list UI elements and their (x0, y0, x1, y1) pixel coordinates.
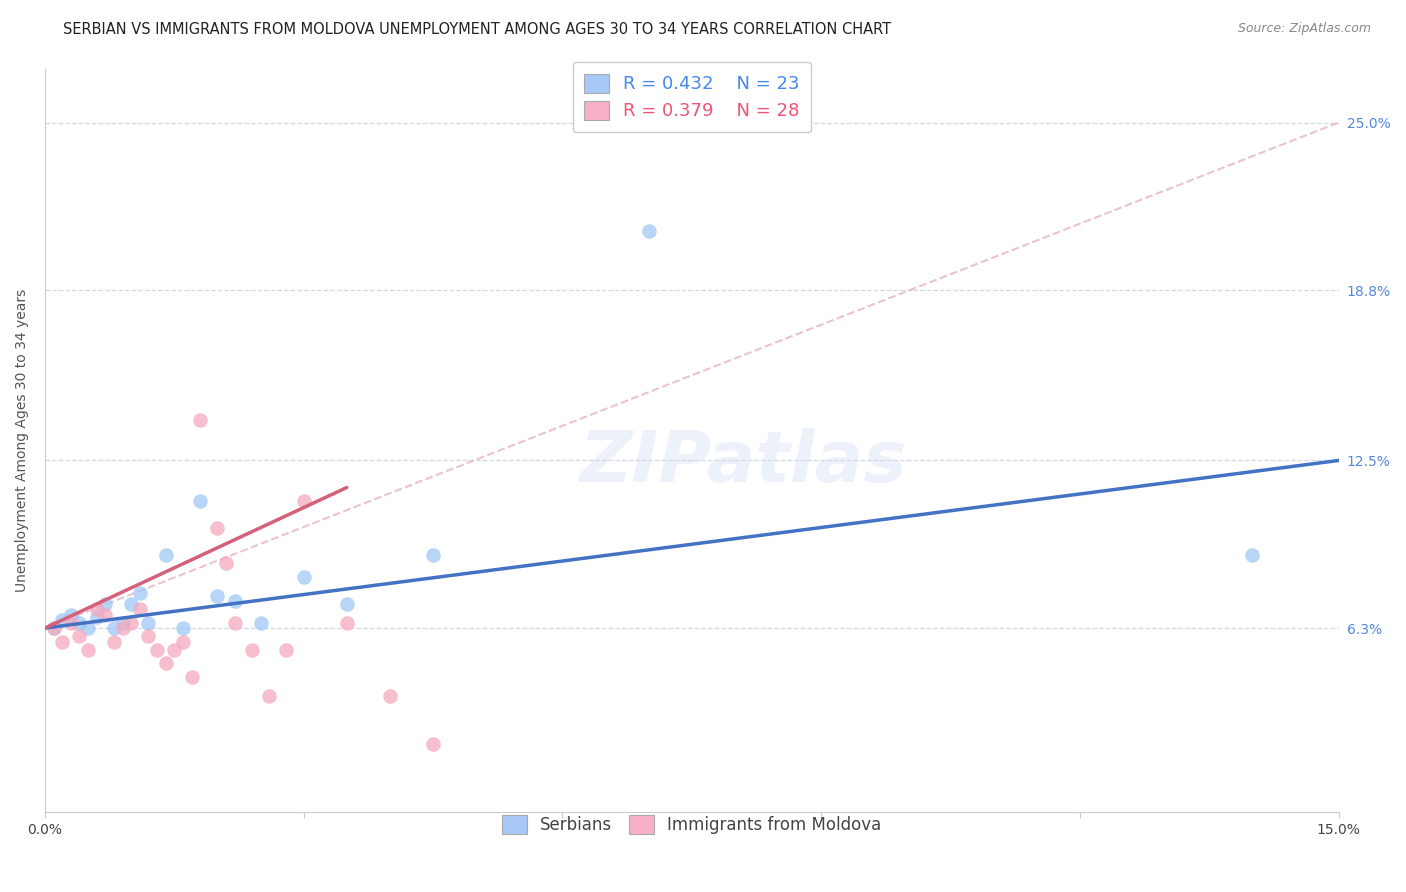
Point (224, 615, 246, 630)
Text: SERBIAN VS IMMIGRANTS FROM MOLDOVA UNEMPLOYMENT AMONG AGES 30 TO 34 YEARS CORREL: SERBIAN VS IMMIGRANTS FROM MOLDOVA UNEMP… (63, 22, 891, 37)
Point (128, 586, 150, 600)
Point (207, 589, 229, 603)
Point (69, 629, 91, 643)
Point (422, 548, 444, 562)
Point (120, 615, 142, 630)
Point (146, 642, 169, 657)
Point (292, 570, 315, 584)
Point (257, 689, 280, 703)
Point (120, 597, 142, 611)
Point (224, 594, 246, 608)
Point (240, 642, 263, 657)
Point (1241, 548, 1264, 562)
Text: Source: ZipAtlas.com: Source: ZipAtlas.com (1237, 22, 1371, 36)
Point (172, 621, 194, 635)
Point (59, 607, 82, 622)
Point (188, 413, 211, 427)
Point (188, 494, 211, 508)
Y-axis label: Unemployment Among Ages 30 to 34 years: Unemployment Among Ages 30 to 34 years (15, 289, 30, 591)
Point (155, 657, 177, 671)
Point (215, 556, 238, 570)
Legend: Serbians, Immigrants from Moldova: Serbians, Immigrants from Moldova (492, 805, 891, 845)
Text: ZIPatlas: ZIPatlas (579, 428, 907, 497)
Point (637, 224, 659, 238)
Point (172, 634, 194, 648)
Point (180, 670, 202, 684)
Point (77, 642, 100, 657)
Point (292, 494, 315, 508)
Point (69, 615, 91, 630)
Point (111, 615, 134, 630)
Point (86, 602, 108, 616)
Point (249, 615, 271, 630)
Point (86, 610, 108, 624)
Point (155, 548, 177, 562)
Point (94, 607, 117, 622)
Point (103, 621, 125, 635)
Point (128, 602, 150, 616)
Point (336, 615, 359, 630)
Point (42, 621, 65, 635)
Point (51, 613, 73, 627)
Point (422, 737, 444, 751)
Point (138, 615, 160, 630)
Point (77, 621, 100, 635)
Point (94, 597, 117, 611)
Point (42, 621, 65, 635)
Point (276, 642, 298, 657)
Point (163, 642, 186, 657)
Point (111, 621, 134, 635)
Point (103, 634, 125, 648)
Point (207, 521, 229, 535)
Point (51, 634, 73, 648)
Point (336, 597, 359, 611)
Point (59, 615, 82, 630)
Point (138, 629, 160, 643)
Point (378, 689, 401, 703)
